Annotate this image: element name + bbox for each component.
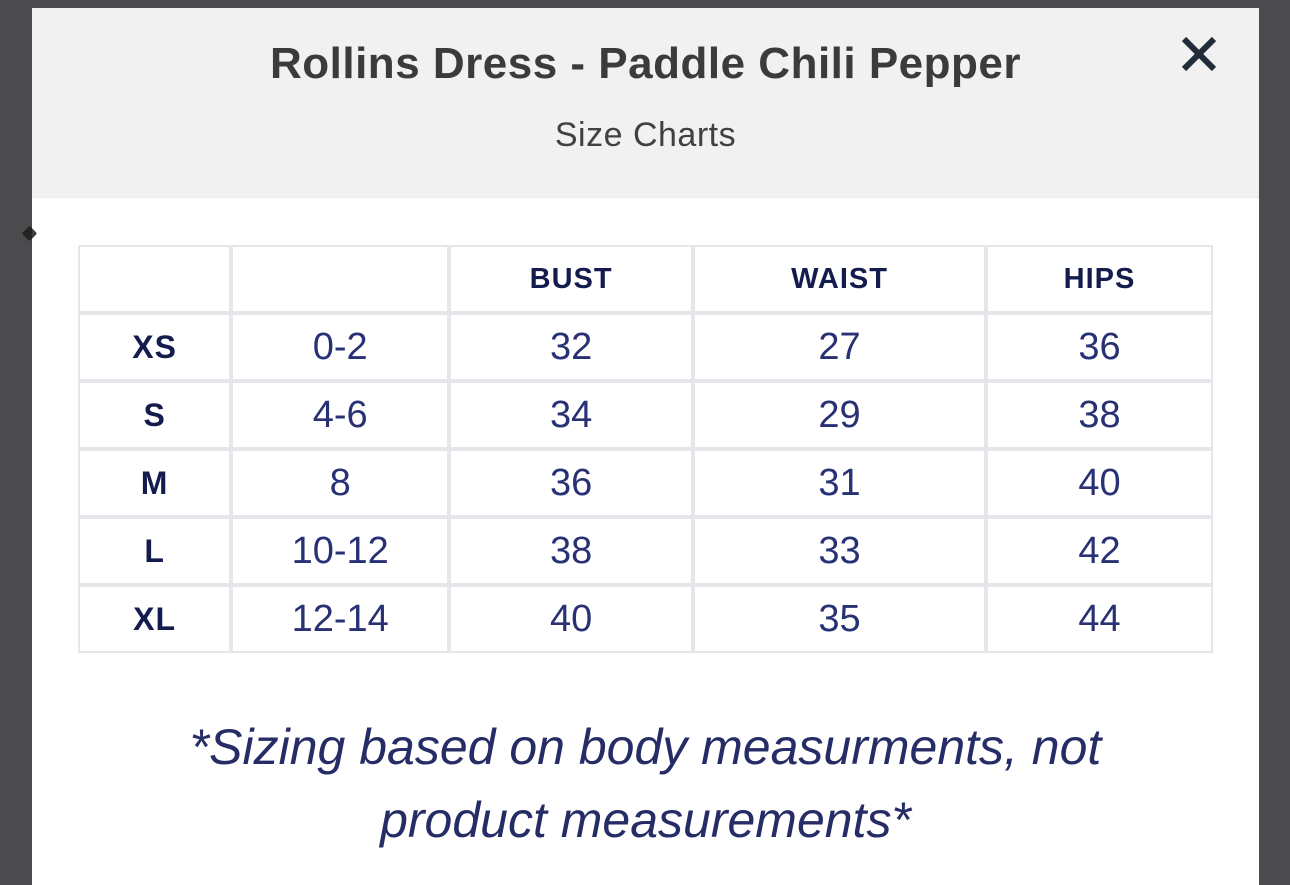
value-cell: 38 [449, 517, 694, 585]
value-cell: 34 [449, 381, 694, 449]
value-cell: 32 [449, 313, 694, 381]
value-cell: 35 [693, 585, 986, 653]
value-cell: 42 [985, 517, 1213, 585]
table-row-s: S 4-6 34 29 38 [78, 381, 1213, 449]
column-header-hips: HIPS [985, 245, 1213, 313]
value-cell: 10-12 [231, 517, 450, 585]
value-cell: 36 [985, 313, 1213, 381]
modal-subtitle: Size Charts [554, 116, 737, 155]
sizing-note: *Sizing based on body measurments, not p… [189, 719, 1102, 848]
table-header-row: BUST WAIST HIPS [78, 245, 1213, 313]
column-header-waist: WAIST [693, 245, 986, 313]
close-button[interactable] [1169, 24, 1229, 84]
size-label: L [78, 517, 232, 585]
table-row-xl: XL 12-14 40 35 44 [78, 585, 1213, 653]
value-cell: 31 [693, 449, 986, 517]
value-cell: 0-2 [231, 313, 450, 381]
value-cell: 40 [449, 585, 694, 653]
column-header-empty [231, 245, 450, 313]
table-body: XS 0-2 32 27 36 S 4-6 34 29 38 M 8 36 31 40 L 10-12 38 33 4… [78, 313, 1213, 653]
value-cell: 38 [985, 381, 1213, 449]
table-row-m: M 8 36 31 40 [78, 449, 1213, 517]
size-label: S [78, 381, 232, 449]
page-title: Rollins Dress - Paddle Chili Pepper [269, 39, 1022, 88]
size-chart-table: BUST WAIST HIPS XS 0-2 32 27 36 S 4-6 34 29 38 M 8 36 3… [78, 245, 1213, 653]
value-cell: 36 [449, 449, 694, 517]
size-chart-modal: Rollins Dress - Paddle Chili Pepper Size… [32, 8, 1259, 885]
column-header-bust: BUST [449, 245, 694, 313]
table-row-xs: XS 0-2 32 27 36 [78, 313, 1213, 381]
value-cell: 4-6 [231, 381, 450, 449]
table-row-l: L 10-12 38 33 42 [78, 517, 1213, 585]
modal-body: BUST WAIST HIPS XS 0-2 32 27 36 S 4-6 34 29 38 M 8 36 3… [32, 198, 1259, 856]
value-cell: 44 [985, 585, 1213, 653]
value-cell: 29 [693, 381, 986, 449]
value-cell: 33 [693, 517, 986, 585]
column-header-empty [78, 245, 232, 313]
size-label: XL [78, 585, 232, 653]
value-cell: 12-14 [231, 585, 450, 653]
size-label: M [78, 449, 232, 517]
size-label: XS [78, 313, 232, 381]
value-cell: 27 [693, 313, 986, 381]
value-cell: 8 [231, 449, 450, 517]
value-cell: 40 [985, 449, 1213, 517]
modal-header: Rollins Dress - Paddle Chili Pepper Size… [32, 8, 1259, 198]
close-icon [1180, 34, 1218, 74]
